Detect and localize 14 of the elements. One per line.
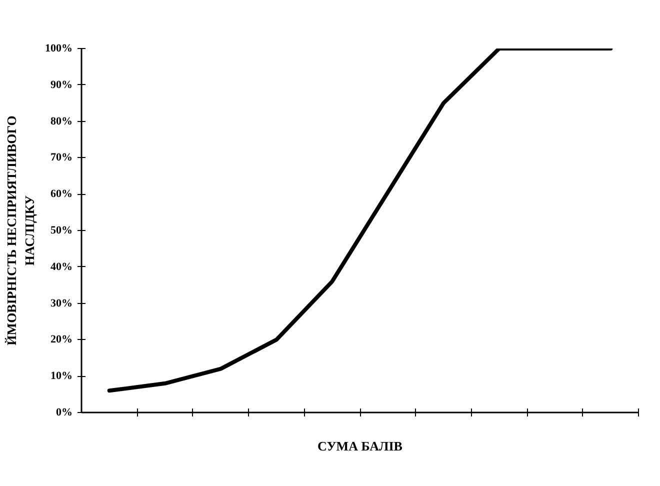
y-tick-label: 100% [45, 42, 72, 54]
y-tick-label: 0% [56, 406, 72, 418]
y-tick-label: 40% [50, 260, 72, 273]
y-tick-label: 80% [50, 115, 72, 128]
y-tick-label: 30% [50, 297, 72, 310]
y-axis-title: ЙМОВІРНІСТЬ НЕСПРИЯТЛИВОГО НАСЛІДКУ [4, 116, 37, 346]
y-tick-label: 10% [50, 370, 72, 382]
y-tick-label: 60% [50, 188, 72, 200]
x-axis-title: СУМА БАЛІВ [318, 438, 403, 454]
y-tick-label: 90% [50, 78, 72, 91]
line-series [107, 48, 613, 393]
y-tick-label: 50% [50, 224, 72, 236]
y-tick-label: 20% [50, 334, 72, 346]
y-tick-label: 70% [50, 152, 72, 164]
